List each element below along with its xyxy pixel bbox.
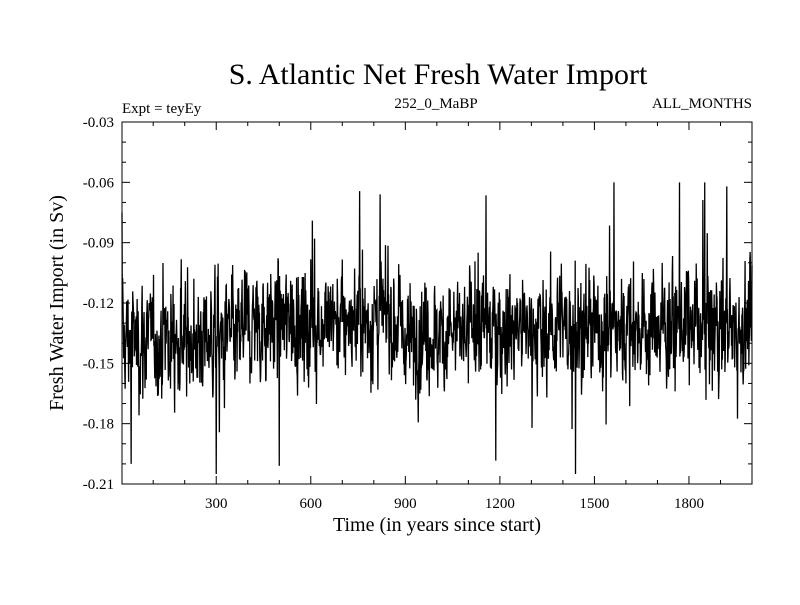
- x-tick-label: 1800: [674, 496, 704, 512]
- y-axis-label: Fresh Water Import (in Sv): [46, 195, 68, 411]
- period-label: 252_0_MaBP: [394, 96, 477, 112]
- y-tick-label: -0.21: [83, 477, 114, 493]
- y-tick-label: -0.03: [83, 115, 114, 131]
- y-axis: -0.03 -0.06 -0.09 -0.12 -0.15 -0.18 -0.21: [83, 115, 752, 493]
- x-tick-label: 1500: [579, 496, 609, 512]
- months-label: ALL_MONTHS: [652, 96, 752, 112]
- x-axis: 300 600 900 1200 1500 1800: [152, 122, 721, 512]
- y-tick-label: -0.18: [83, 417, 114, 433]
- series-group: [121, 182, 753, 474]
- y-tick-label: -0.12: [83, 296, 114, 312]
- chart-title: S. Atlantic Net Fresh Water Import: [229, 58, 648, 91]
- x-axis-label: Time (in years since start): [333, 514, 541, 536]
- experiment-label: Expt = teyEy: [122, 101, 202, 117]
- x-tick-label: 600: [300, 496, 323, 512]
- y-tick-label: -0.06: [83, 175, 115, 191]
- y-tick-label: -0.09: [83, 236, 114, 252]
- series-line: [121, 182, 753, 474]
- x-tick-label: 900: [394, 496, 417, 512]
- x-tick-label: 1200: [485, 496, 515, 512]
- x-tick-label: 300: [205, 496, 228, 512]
- y-tick-label: -0.15: [83, 356, 114, 372]
